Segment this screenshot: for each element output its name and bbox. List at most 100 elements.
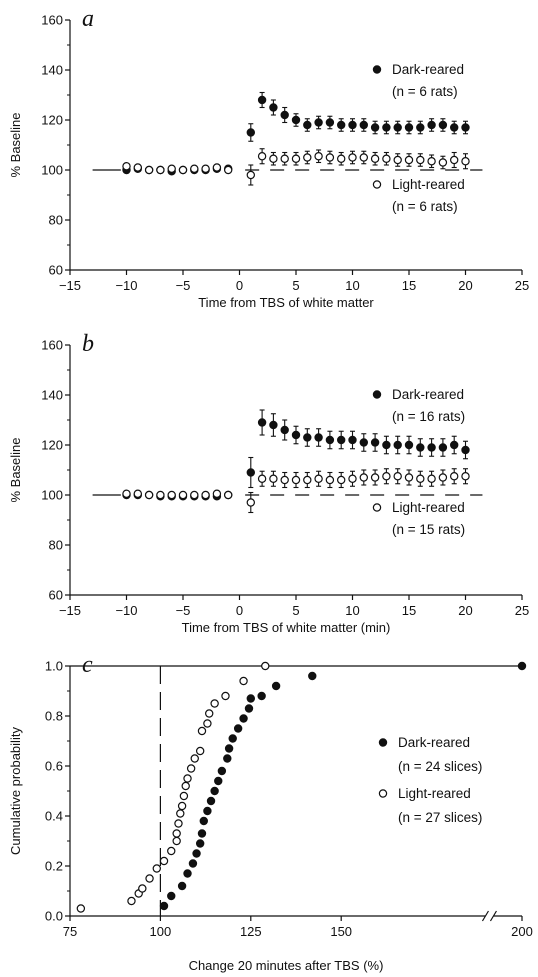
data-point xyxy=(257,474,267,483)
data-point xyxy=(122,489,131,498)
legend-label: Light-reared xyxy=(392,177,465,192)
data-point xyxy=(393,155,402,165)
y-tick-label: 0.2 xyxy=(45,859,63,874)
y-tick-label: 60 xyxy=(49,263,63,278)
data-point xyxy=(427,443,436,452)
x-tick-label: 10 xyxy=(345,278,359,293)
data-point xyxy=(370,154,380,163)
legend-marker xyxy=(372,503,382,512)
data-point xyxy=(183,774,192,783)
y-tick-label: 100 xyxy=(41,163,63,178)
data-point xyxy=(257,691,266,701)
x-tick-label: 5 xyxy=(292,278,299,293)
data-point xyxy=(280,110,289,120)
series-light-reared xyxy=(122,468,470,514)
data-point xyxy=(178,165,188,175)
data-point xyxy=(370,473,380,482)
data-point xyxy=(450,155,459,165)
y-axis-label: % Baseline xyxy=(8,437,23,502)
data-point xyxy=(348,153,357,162)
data-point xyxy=(450,440,459,450)
data-point xyxy=(177,801,187,811)
data-point xyxy=(280,425,289,435)
data-point xyxy=(314,118,323,127)
data-point xyxy=(167,891,176,901)
x-tick-label: −10 xyxy=(115,278,137,293)
x-axis-label: Change 20 minutes after TBS (%) xyxy=(189,958,384,973)
series-light-reared xyxy=(122,148,470,186)
data-point xyxy=(438,443,448,452)
data-point xyxy=(257,418,267,427)
data-point xyxy=(133,489,142,498)
axis-break-mark xyxy=(489,910,497,922)
data-point xyxy=(257,152,267,161)
data-point xyxy=(183,869,192,878)
data-point xyxy=(404,123,414,132)
y-tick-label: 0.4 xyxy=(45,809,63,824)
data-point xyxy=(167,490,176,500)
x-tick-label: −10 xyxy=(115,603,137,618)
data-point xyxy=(176,809,185,818)
data-point xyxy=(144,165,154,175)
y-tick-label: 0.0 xyxy=(45,909,63,924)
data-point xyxy=(416,123,425,132)
data-point xyxy=(461,157,470,166)
y-tick-label: 1.0 xyxy=(45,659,63,674)
data-point xyxy=(203,719,212,728)
data-point xyxy=(152,864,161,873)
legend-marker xyxy=(378,789,388,798)
data-point xyxy=(325,475,335,485)
panel-letter: b xyxy=(82,331,94,357)
data-point xyxy=(314,152,323,161)
y-tick-label: 160 xyxy=(41,13,63,28)
legend-n-label: (n = 6 rats) xyxy=(392,199,458,214)
legend-n-label: (n = 6 rats) xyxy=(392,84,458,99)
data-point xyxy=(359,438,368,447)
data-point xyxy=(181,781,190,791)
data-point xyxy=(269,420,278,430)
data-point xyxy=(461,445,470,455)
x-tick-label: 125 xyxy=(240,924,262,939)
series-light-reared xyxy=(76,661,270,913)
data-point xyxy=(138,884,147,893)
y-axis-label: % Baseline xyxy=(8,112,23,177)
data-point xyxy=(122,162,131,171)
legend-n-label: (n = 27 slices) xyxy=(398,810,482,825)
data-point xyxy=(393,440,402,450)
data-point xyxy=(223,165,233,175)
x-tick-label: −5 xyxy=(176,603,191,618)
x-tick-label: 5 xyxy=(292,603,299,618)
data-point xyxy=(172,829,181,838)
data-point xyxy=(337,154,346,163)
panel-c: c 0.0 0.2 0.4 0.6 0.8 1.0 75 100 125 150 200 Change … xyxy=(8,652,533,973)
y-tick-label: 100 xyxy=(41,488,63,503)
data-point xyxy=(246,128,255,137)
data-point xyxy=(382,123,391,132)
data-point xyxy=(337,120,346,130)
data-point xyxy=(261,661,270,671)
data-point xyxy=(133,163,142,172)
data-point xyxy=(291,475,301,485)
data-point xyxy=(517,661,527,671)
data-point xyxy=(178,490,188,500)
x-tick-label: 20 xyxy=(458,278,472,293)
data-point xyxy=(201,164,210,173)
data-point xyxy=(188,859,198,868)
data-point xyxy=(404,473,414,482)
x-axis-label: Time from TBS of white matter (min) xyxy=(182,620,391,635)
data-point xyxy=(223,490,233,500)
data-point xyxy=(269,154,278,163)
data-point xyxy=(127,896,136,906)
data-point xyxy=(233,724,243,733)
data-point xyxy=(199,816,208,826)
y-tick-label: 140 xyxy=(41,388,63,403)
data-point xyxy=(438,473,448,482)
data-point xyxy=(246,170,255,180)
data-point xyxy=(337,435,346,445)
x-tick-label: −5 xyxy=(176,278,191,293)
x-tick-label: 10 xyxy=(345,603,359,618)
axis-break-mark xyxy=(481,910,489,922)
data-point xyxy=(167,164,176,173)
data-point xyxy=(370,438,380,447)
